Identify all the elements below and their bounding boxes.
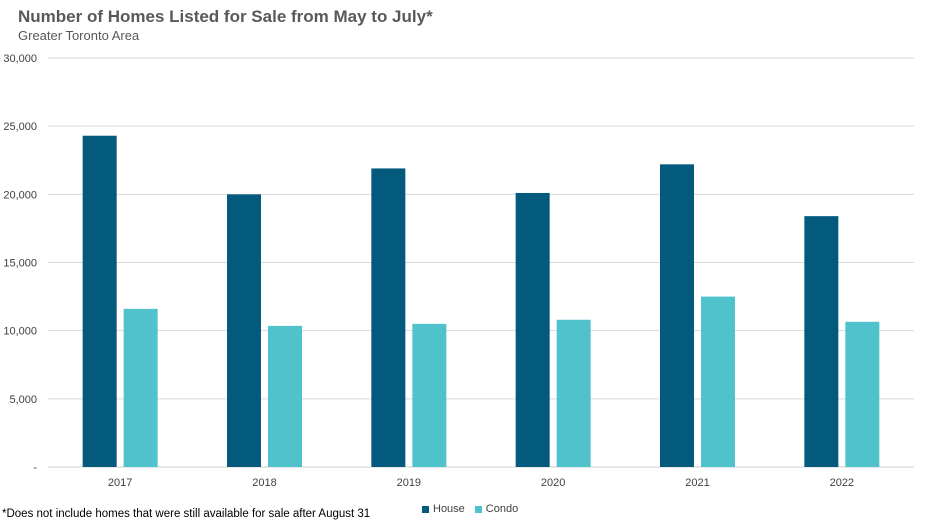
bar-condo-2021 xyxy=(701,296,735,467)
y-tick-label: 20,000 xyxy=(3,189,37,201)
y-tick-label: 5,000 xyxy=(9,394,37,406)
x-tick-label: 2020 xyxy=(541,477,565,489)
x-tick-label: 2017 xyxy=(108,477,132,489)
footnote: *Does not include homes that were still … xyxy=(2,508,371,520)
bar-house-2021 xyxy=(660,164,694,467)
y-tick-label: 25,000 xyxy=(3,121,37,133)
bar-house-2022 xyxy=(804,216,839,467)
legend: House Condo xyxy=(422,503,528,515)
y-tick-label: - xyxy=(33,462,37,474)
y-tick-label: 15,000 xyxy=(3,258,37,270)
bar-condo-2022 xyxy=(845,321,880,467)
legend-item-house: House xyxy=(422,503,465,515)
legend-swatch-house xyxy=(422,505,429,513)
y-tick-label: 30,000 xyxy=(3,53,37,65)
bar-condo-2019 xyxy=(412,323,447,467)
legend-label-house: House xyxy=(433,503,465,515)
legend-swatch-condo xyxy=(474,505,482,513)
bar-house-2017 xyxy=(82,135,117,467)
x-tick-label: 2018 xyxy=(252,477,276,489)
x-tick-label: 2021 xyxy=(685,477,709,489)
bar-condo-2020 xyxy=(556,319,591,467)
y-tick-label: 10,000 xyxy=(3,326,37,338)
chart-subtitle: Greater Toronto Area xyxy=(18,28,140,43)
x-tick-label: 2022 xyxy=(830,477,854,489)
bar-house-2020 xyxy=(515,192,550,467)
chart-title: Number of Homes Listed for Sale from May… xyxy=(18,7,433,26)
legend-item-condo: Condo xyxy=(474,503,519,515)
bar-condo-2017 xyxy=(123,308,158,467)
legend-label-condo: Condo xyxy=(485,503,519,515)
bar-house-2018 xyxy=(227,194,261,468)
bar-house-2019 xyxy=(371,168,406,467)
bar-condo-2018 xyxy=(268,325,302,467)
x-tick-label: 2019 xyxy=(397,477,421,489)
